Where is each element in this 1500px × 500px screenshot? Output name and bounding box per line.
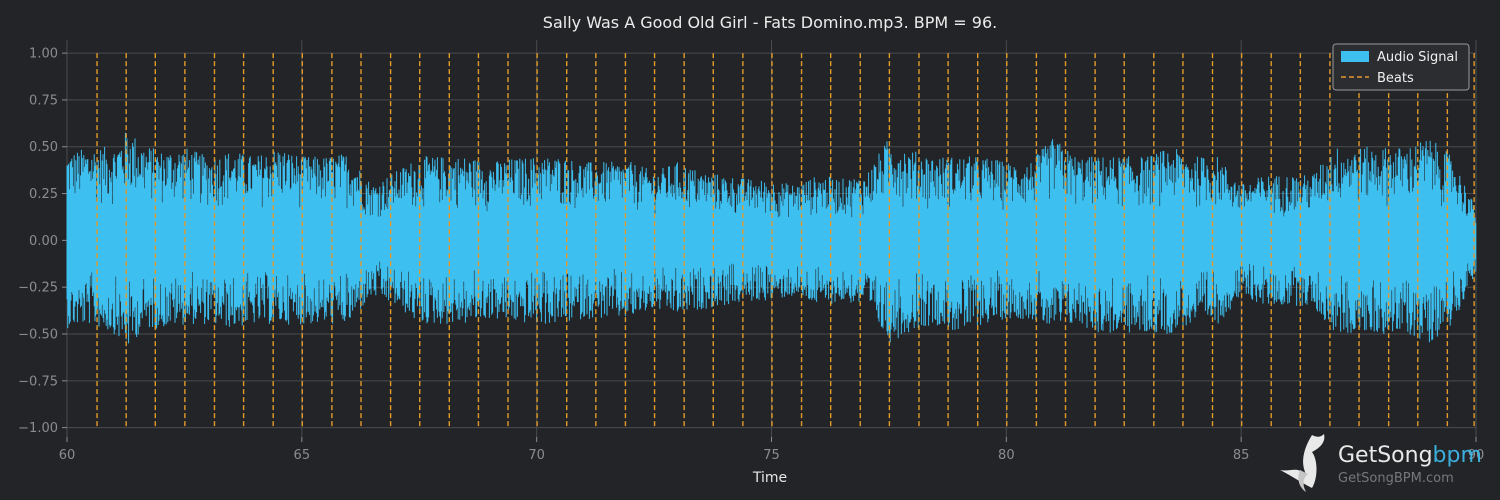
x-tick-label: 75 <box>763 448 780 463</box>
legend: Audio Signal Beats <box>1332 43 1470 91</box>
watermark-brand-bpm: bpm <box>1433 443 1482 468</box>
x-tick-label: 70 <box>528 448 545 463</box>
legend-label-beats: Beats <box>1377 71 1414 86</box>
watermark: GetSongbpm GetSongBPM.com <box>1280 434 1482 492</box>
beat-markers <box>96 53 1475 428</box>
legend-swatch-audio-signal <box>1341 51 1369 62</box>
y-tick-label: −0.50 <box>18 328 58 343</box>
x-axis-label: Time <box>752 470 787 486</box>
y-tick-label: 0.75 <box>29 93 58 108</box>
x-tick-label: 90 <box>1468 448 1485 463</box>
y-tick-label: −0.25 <box>18 281 58 296</box>
x-tick-label: 85 <box>1233 448 1250 463</box>
bird-logo-icon <box>1280 434 1325 492</box>
y-tick-label: −0.75 <box>18 374 58 389</box>
x-axis-ticks: 60 65 70 75 80 85 90 <box>59 437 1485 463</box>
y-axis-ticks: 1.00 0.75 0.50 0.25 0.00 −0.25 −0.50 −0.75 −1.00 <box>18 47 67 436</box>
y-tick-label: 0.50 <box>29 140 58 155</box>
y-tick-label: −1.00 <box>18 421 58 436</box>
y-tick-label: 0.00 <box>29 234 58 249</box>
y-tick-label: 0.25 <box>29 187 58 202</box>
chart-title: Sally Was A Good Old Girl - Fats Domino.… <box>543 13 997 32</box>
legend-label-audio-signal: Audio Signal <box>1377 50 1458 65</box>
x-tick-label: 65 <box>294 448 311 463</box>
watermark-brand: GetSongbpm <box>1338 443 1482 468</box>
x-tick-label: 80 <box>998 448 1015 463</box>
watermark-brand-get: GetSong <box>1338 443 1433 468</box>
watermark-url: GetSongBPM.com <box>1338 471 1454 486</box>
x-tick-label: 60 <box>59 448 76 463</box>
y-tick-label: 1.00 <box>29 47 58 62</box>
